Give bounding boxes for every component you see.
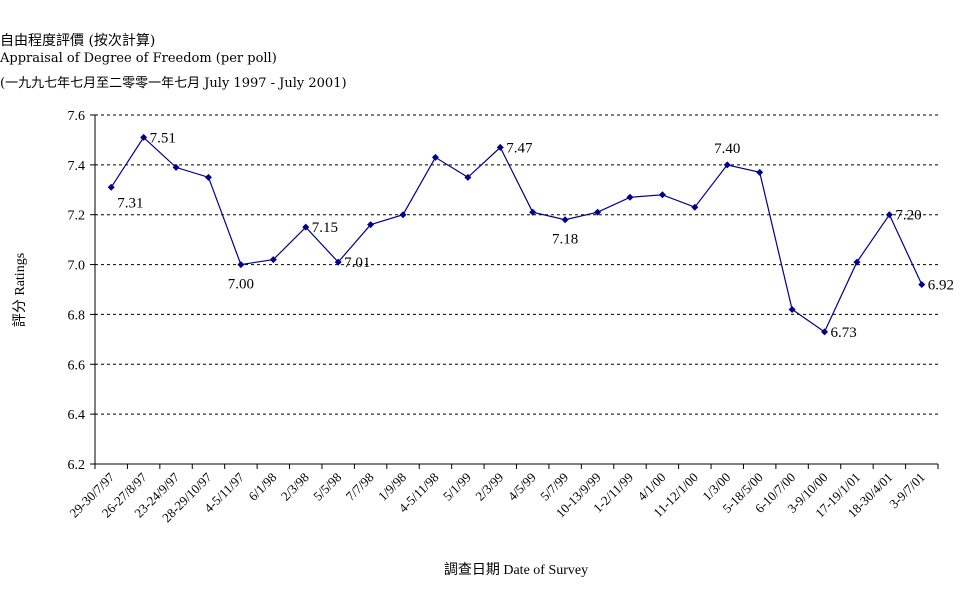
data-labels: 7.31 7.51 7.00 7.15 7.01 7.47 7.18 7.40 6.73 7.20…: [117, 130, 954, 340]
data-label: 7.31: [117, 195, 143, 211]
y-tick-label: 6.4: [68, 408, 86, 423]
axes: [90, 114, 939, 469]
x-tick-label: 5/5/98: [310, 470, 344, 504]
data-point: [107, 183, 115, 191]
data-point: [821, 328, 829, 336]
y-tick-label: 7.4: [68, 159, 86, 174]
x-tick-label: 5/1/99: [440, 470, 474, 504]
chart-date-range: (一九九七年七月至二零零一年七月 July 1997 - July 2001): [0, 76, 347, 91]
data-label: 7.15: [312, 220, 338, 236]
data-point: [885, 211, 893, 219]
data-point: [464, 173, 472, 181]
data-label: 6.92: [928, 278, 954, 294]
y-tick-label: 7.6: [68, 109, 86, 124]
data-point: [237, 261, 245, 269]
chart-subtitle: Appraisal of Degree of Freedom (per poll…: [0, 51, 277, 66]
series-line: [107, 133, 926, 336]
data-point: [269, 256, 277, 264]
data-point: [594, 208, 602, 216]
data-point: [431, 153, 439, 161]
y-tick-label: 7.2: [68, 209, 86, 224]
data-point: [723, 161, 731, 169]
x-axis-label: 調查日期 Date of Survey: [444, 562, 588, 578]
data-label: 6.73: [831, 325, 857, 341]
data-point: [756, 168, 764, 176]
data-point: [529, 208, 537, 216]
y-tick-labels: 6.2 6.4 6.6 6.8 7.0 7.2 7.4 7.6: [68, 109, 86, 473]
x-tick-label: 4/5/99: [505, 470, 539, 504]
data-point: [496, 143, 504, 151]
y-tick-label: 7.0: [68, 259, 86, 274]
data-label: 7.47: [506, 140, 533, 156]
data-label: 7.01: [344, 255, 370, 271]
data-point: [626, 193, 634, 201]
data-point: [367, 221, 375, 229]
data-label: 7.00: [228, 277, 254, 293]
data-point: [918, 281, 926, 289]
data-point: [302, 223, 310, 231]
x-tick-labels: 29-30/7/9726-27/8/9723-24/9/9728-29/10/9…: [66, 469, 928, 525]
data-point: [172, 163, 180, 171]
data-label: 7.51: [150, 130, 176, 146]
data-point: [561, 216, 569, 224]
y-tick-label: 6.2: [68, 458, 86, 473]
data-label: 7.18: [552, 232, 578, 248]
data-point: [788, 305, 796, 313]
chart-title: 自由程度評價 (按次計算): [0, 33, 156, 49]
data-point: [204, 173, 212, 181]
series-line: [110, 136, 923, 333]
data-label: 7.40: [714, 141, 740, 157]
gridlines: [95, 114, 938, 415]
data-point: [334, 258, 342, 266]
data-point: [399, 211, 407, 219]
x-tick-label: 7/7/98: [343, 470, 377, 504]
data-point: [853, 258, 861, 266]
y-tick-label: 6.6: [68, 358, 86, 373]
data-point: [658, 191, 666, 199]
y-tick-label: 6.8: [68, 308, 86, 323]
x-tick-label: 6/1/98: [245, 470, 279, 504]
data-point: [691, 203, 699, 211]
x-tick-label: 3-9/7/01: [886, 470, 928, 512]
x-tick-label: 2/3/99: [472, 470, 506, 504]
data-point: [140, 133, 148, 141]
y-axis-label: 評分 Ratings: [12, 253, 28, 327]
x-tick-label: 2/3/98: [278, 470, 312, 504]
data-label: 7.20: [895, 208, 921, 224]
